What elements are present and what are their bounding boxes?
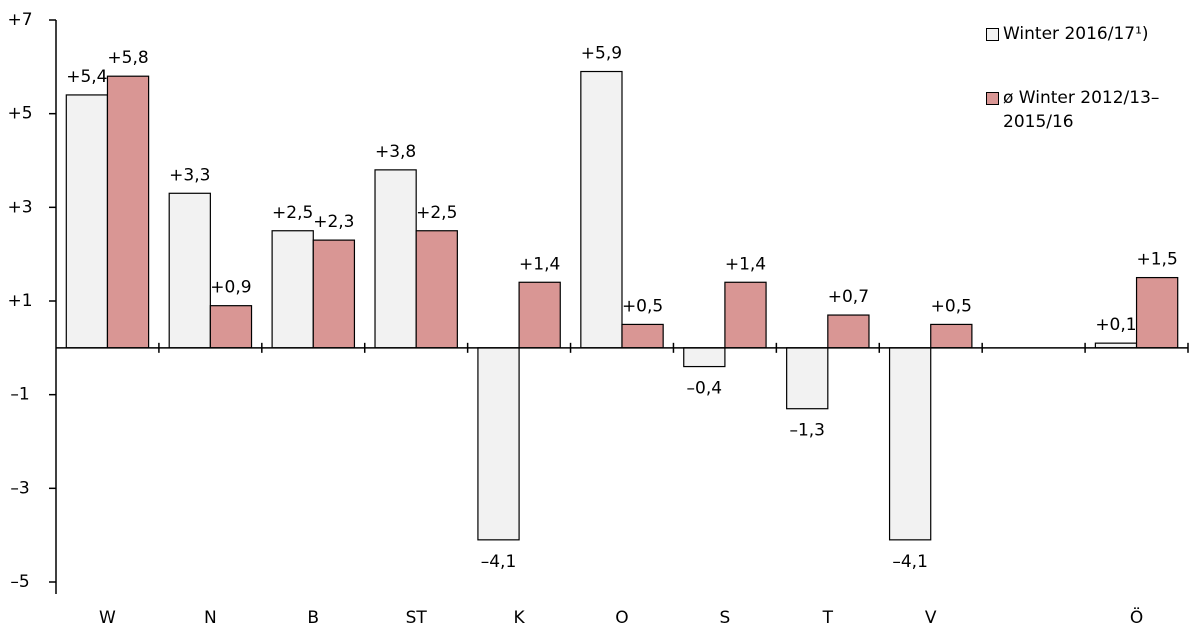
bar xyxy=(827,314,870,349)
x-tick-label: N xyxy=(204,608,217,628)
bar xyxy=(683,347,726,368)
x-tick-label: B xyxy=(307,608,319,628)
value-label: +0,5 xyxy=(931,296,972,316)
y-tick-label: +1 xyxy=(7,291,32,311)
x-tick-label: ST xyxy=(406,608,428,628)
y-tick-label: –1 xyxy=(10,385,29,405)
legend-label: ø Winter 2012/13–2015/16 xyxy=(1003,88,1160,132)
bar xyxy=(1135,276,1179,349)
y-tick-label: –5 xyxy=(10,572,29,592)
bar xyxy=(888,347,932,541)
value-label: +5,8 xyxy=(107,48,148,68)
bar xyxy=(724,281,767,349)
x-tick-label: O xyxy=(615,608,628,628)
bar xyxy=(312,239,356,349)
value-label: +5,4 xyxy=(66,67,107,87)
bar xyxy=(106,75,150,349)
value-label: –4,1 xyxy=(481,552,517,572)
value-label: –4,1 xyxy=(892,552,928,572)
value-label: +2,5 xyxy=(416,203,457,223)
value-label: +5,9 xyxy=(581,44,622,64)
value-label: +0,5 xyxy=(622,296,663,316)
bar xyxy=(786,347,829,410)
value-label: +0,9 xyxy=(210,278,251,298)
value-label: +2,3 xyxy=(313,212,354,232)
legend-item: Winter 2016/17¹) xyxy=(986,22,1186,46)
value-label: +2,5 xyxy=(272,203,313,223)
value-label: +1,5 xyxy=(1136,250,1177,270)
bar xyxy=(271,230,314,349)
x-tick-label: S xyxy=(720,608,731,628)
y-tick-label: +5 xyxy=(7,104,32,124)
value-label: +3,8 xyxy=(375,142,416,162)
y-tick-label: –3 xyxy=(10,478,29,498)
bar xyxy=(209,305,253,349)
bar xyxy=(374,169,417,349)
value-label: –0,4 xyxy=(687,379,723,399)
bar xyxy=(168,192,211,349)
y-tick-label: +7 xyxy=(7,10,32,30)
value-label: +1,4 xyxy=(519,254,560,274)
legend-label: Winter 2016/17¹) xyxy=(1003,24,1149,44)
x-tick-label: V xyxy=(925,608,937,628)
value-label: +0,7 xyxy=(828,287,869,307)
bar xyxy=(415,230,458,349)
value-label: +0,1 xyxy=(1095,315,1136,335)
x-tick-label: K xyxy=(514,608,526,628)
x-tick-label: Ö xyxy=(1130,606,1143,628)
y-tick-label: +3 xyxy=(7,197,32,217)
value-label: +3,3 xyxy=(169,165,210,185)
legend-swatch xyxy=(986,92,999,105)
bar xyxy=(621,323,664,349)
bar xyxy=(65,94,109,349)
x-tick-label: T xyxy=(822,608,834,628)
value-label: +1,4 xyxy=(725,254,766,274)
bar xyxy=(518,281,561,349)
legend-item: ø Winter 2012/13–2015/16 xyxy=(986,86,1186,134)
legend-swatch xyxy=(986,28,999,41)
bar xyxy=(477,347,520,541)
bar xyxy=(930,323,973,349)
bar xyxy=(580,70,623,349)
x-tick-label: W xyxy=(99,608,116,628)
value-label: –1,3 xyxy=(789,421,825,441)
